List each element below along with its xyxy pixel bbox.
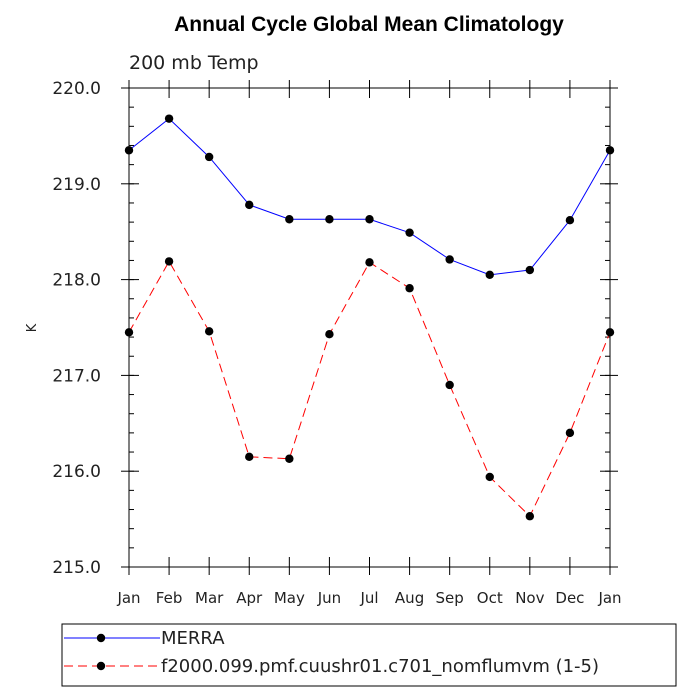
x-tick-label: Jan [116, 589, 140, 607]
series-line-2 [128, 260, 611, 518]
x-tick-label: Dec [555, 589, 584, 607]
data-point [204, 152, 214, 162]
series-layer [124, 114, 615, 521]
data-point [485, 472, 494, 482]
data-point [325, 330, 334, 339]
x-tick-label: Mar [195, 589, 224, 607]
data-point [164, 257, 174, 266]
data-point [285, 454, 294, 463]
data-point [365, 215, 374, 224]
y-tick-label: 217.0 [52, 366, 101, 386]
data-point [164, 114, 174, 123]
x-tick-label: Jul [359, 589, 378, 607]
legend: MERRA f2000.099.pmf.cuushr01.c701_nomflum… [61, 623, 677, 687]
data-point [405, 228, 414, 237]
chart-title: Annual Cycle Global Mean Climatology [174, 13, 564, 36]
legend-box [61, 623, 677, 687]
series-2 [124, 257, 615, 521]
plot-frame [128, 87, 611, 568]
y-tick-label: 218.0 [52, 271, 101, 291]
data-point [445, 380, 454, 390]
data-point [245, 200, 254, 210]
y-axis-label: K [25, 323, 40, 332]
y-tick-label: 220.0 [52, 79, 101, 99]
data-point [525, 512, 535, 521]
x-tick-label: Aug [395, 589, 424, 607]
x-tick-label: Nov [515, 589, 544, 607]
y-tick-label: 215.0 [52, 558, 101, 578]
data-point [124, 328, 134, 337]
series-1 [124, 114, 615, 280]
legend-marker [96, 661, 106, 671]
data-point [605, 146, 615, 155]
x-tick-label: Feb [156, 589, 183, 607]
data-point [365, 258, 374, 267]
axis-ticks: 215.0 216.0 217.0 218.0 219.0 220.0 Jan Feb Mar A… [52, 79, 621, 607]
legend-label-1: MERRA [161, 628, 225, 649]
x-tick-label: Jan [597, 589, 621, 607]
x-tick-label: Jun [317, 589, 341, 607]
y-tick-label: 216.0 [52, 462, 101, 482]
data-point [445, 255, 454, 264]
legend-marker [96, 633, 106, 643]
data-point [565, 216, 575, 225]
data-point [124, 146, 134, 155]
data-point [245, 452, 254, 462]
data-point [325, 215, 334, 224]
y-tick-label: 219.0 [52, 175, 101, 195]
data-point [605, 328, 615, 337]
x-tick-label: Sep [436, 589, 464, 607]
data-point [565, 428, 575, 438]
x-tick-label: Oct [477, 589, 503, 607]
chart-subtitle: 200 mb Temp [129, 52, 259, 74]
data-point [204, 327, 214, 336]
data-point [405, 284, 414, 293]
x-tick-label: Apr [236, 589, 263, 607]
legend-label-2: f2000.099.pmf.cuushr01.c701_nomflumvm (1… [161, 656, 599, 677]
x-tick-label: May [274, 589, 305, 607]
data-point [285, 215, 294, 224]
data-point [485, 270, 494, 280]
series-line-1 [128, 117, 611, 276]
data-point [525, 265, 535, 275]
